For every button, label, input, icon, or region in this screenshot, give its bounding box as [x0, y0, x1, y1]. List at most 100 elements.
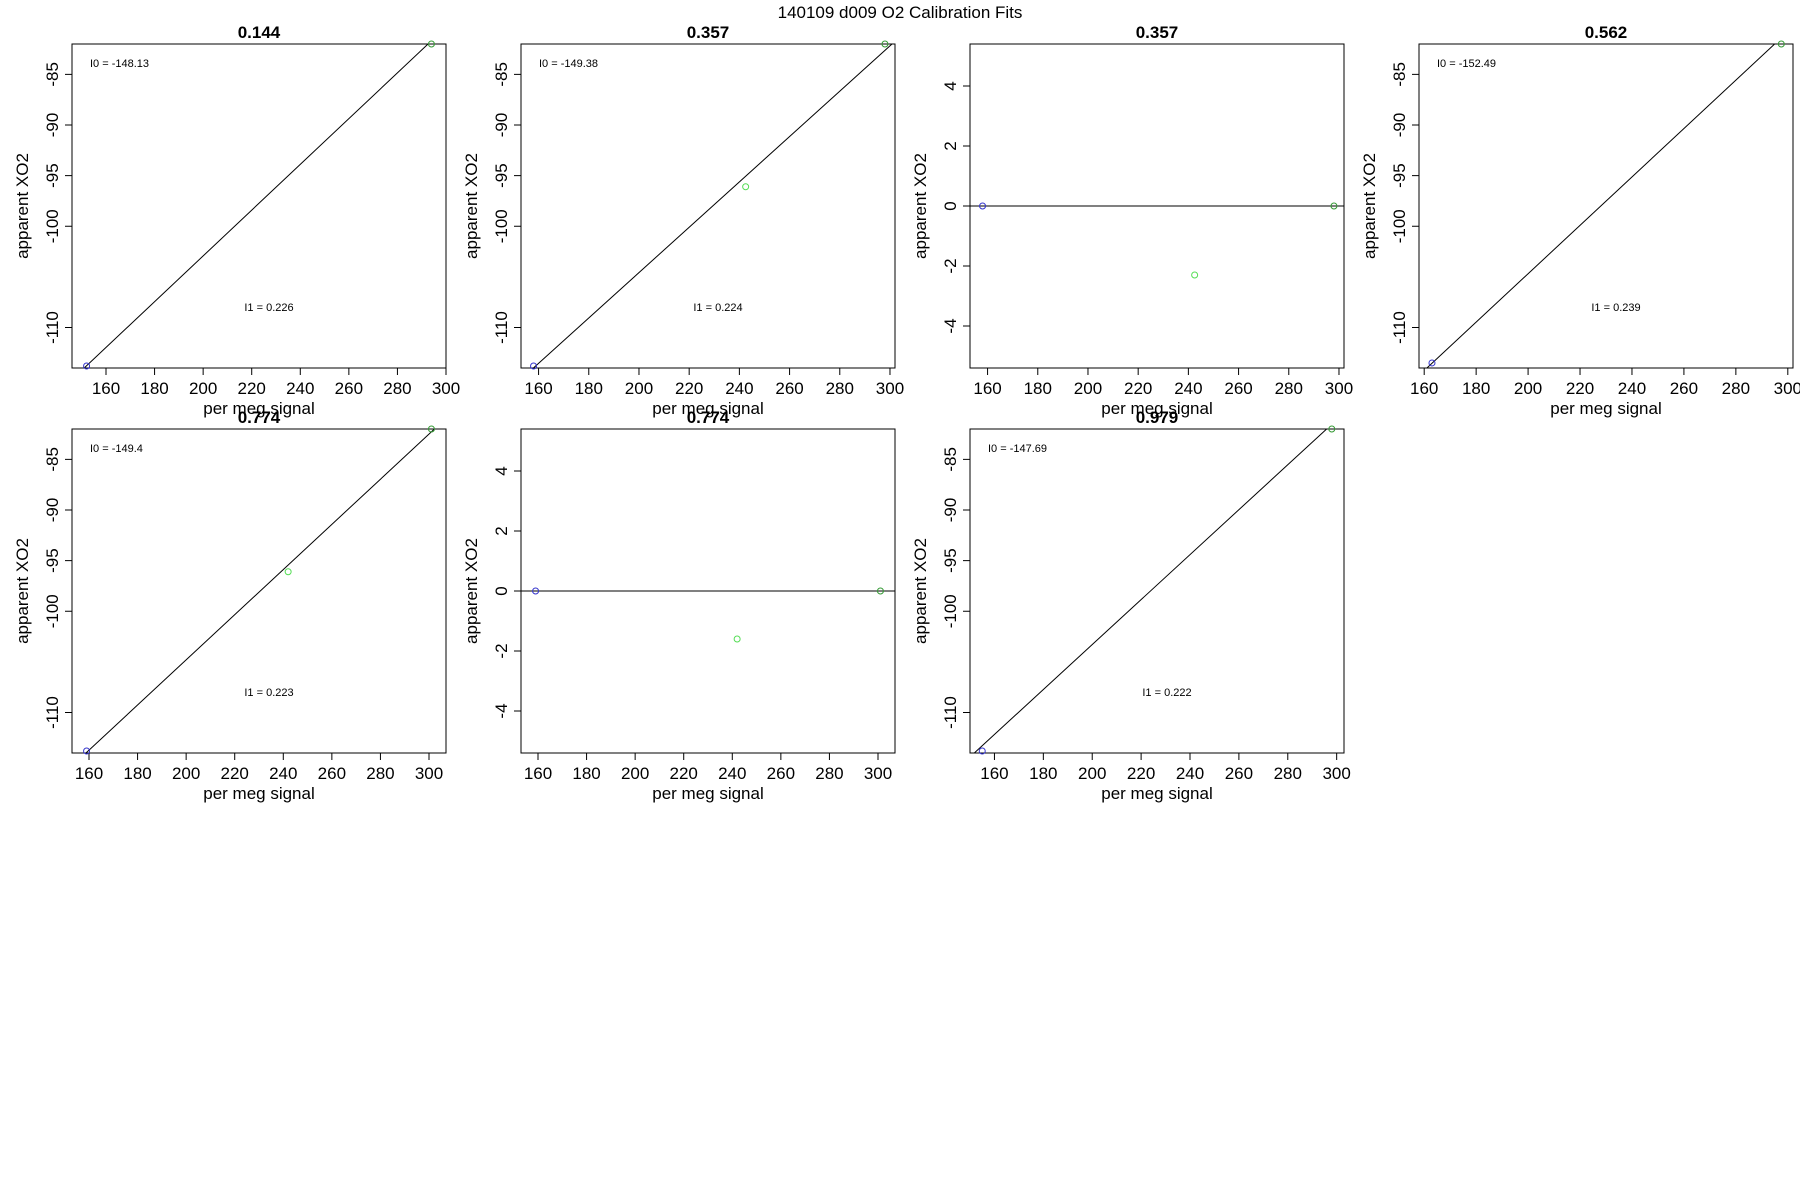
x-tick-label: 160	[524, 379, 552, 398]
x-axis-label: per meg signal	[1550, 399, 1662, 418]
x-tick-label: 180	[572, 764, 600, 783]
data-point	[1191, 271, 1199, 279]
x-axis-label: per meg signal	[1101, 399, 1213, 418]
intercept-annotation: I0 = -149.4	[90, 443, 143, 455]
y-tick-label: -90	[1390, 113, 1409, 138]
x-tick-label: 240	[725, 379, 753, 398]
x-tick-label: 240	[269, 764, 297, 783]
fit-line	[973, 429, 1328, 753]
data-point	[733, 635, 741, 643]
x-tick-label: 220	[1127, 764, 1155, 783]
y-tick-label: -85	[492, 62, 511, 87]
x-tick-label: 220	[221, 764, 249, 783]
y-axis-label: apparent XO2	[1360, 153, 1379, 259]
data-point	[979, 202, 987, 210]
y-tick-label: -110	[492, 311, 511, 344]
panel-title: 0.562	[1585, 23, 1628, 42]
fit-line	[85, 429, 436, 753]
x-tick-label: 280	[366, 764, 394, 783]
panel-6: 0.774 160 180 200 220 240 260 280 300 4 2 0 -2 -4 per …	[462, 408, 896, 803]
x-tick-label: 180	[140, 379, 168, 398]
x-tick-label: 220	[1566, 379, 1594, 398]
x-tick-label: 220	[675, 379, 703, 398]
y-tick-label: -4	[492, 703, 511, 718]
panel-title: 0.979	[1136, 408, 1179, 427]
y-tick-label: -100	[43, 594, 62, 628]
x-tick-label: 300	[876, 379, 904, 398]
fit-line	[532, 44, 893, 368]
x-tick-label: 160	[973, 379, 1001, 398]
y-axis-label: apparent XO2	[13, 153, 32, 259]
x-tick-label: 200	[1078, 764, 1106, 783]
intercept-annotation: I0 = -149.38	[539, 58, 598, 70]
plot-frame	[520, 43, 896, 369]
slope-annotation: I1 = 0.226	[244, 302, 293, 314]
x-tick-label: 280	[826, 379, 854, 398]
x-tick-label: 180	[1024, 379, 1052, 398]
x-tick-label: 220	[238, 379, 266, 398]
x-tick-label: 220	[1124, 379, 1152, 398]
x-tick-label: 260	[318, 764, 346, 783]
y-tick-label: -95	[941, 548, 960, 573]
x-tick-label: 160	[92, 379, 120, 398]
y-tick-label: 0	[492, 586, 511, 595]
y-tick-label: -110	[941, 696, 960, 729]
x-tick-label: 300	[1322, 764, 1350, 783]
y-tick-label: -90	[492, 113, 511, 138]
y-axis-label: apparent XO2	[911, 538, 930, 644]
x-tick-label: 160	[980, 764, 1008, 783]
plot-frame	[71, 428, 447, 754]
slope-annotation: I1 = 0.223	[244, 687, 293, 699]
y-tick-label: 4	[492, 466, 511, 475]
y-tick-label: 2	[941, 141, 960, 150]
y-tick-label: -90	[43, 113, 62, 138]
data-point	[83, 747, 91, 755]
x-tick-label: 180	[123, 764, 151, 783]
data-point	[881, 40, 889, 48]
x-tick-label: 260	[1225, 764, 1253, 783]
x-tick-label: 200	[625, 379, 653, 398]
x-axis-label: per meg signal	[652, 399, 764, 418]
y-tick-label: -100	[43, 209, 62, 243]
x-tick-label: 300	[1325, 379, 1353, 398]
x-tick-label: 260	[775, 379, 803, 398]
x-tick-label: 240	[286, 379, 314, 398]
x-tick-label: 180	[575, 379, 603, 398]
x-tick-label: 200	[621, 764, 649, 783]
y-tick-label: -95	[43, 163, 62, 188]
panel-7: 0.979 160 180 200 220 240 260 280 300 -85 -90 -95 -1…	[911, 408, 1351, 803]
x-tick-label: 200	[189, 379, 217, 398]
y-tick-label: -110	[43, 311, 62, 344]
data-point	[978, 747, 986, 755]
x-axis-label: per meg signal	[1101, 784, 1213, 803]
intercept-annotation: I0 = -152.49	[1437, 58, 1496, 70]
y-tick-label: -95	[43, 548, 62, 573]
x-tick-label: 300	[415, 764, 443, 783]
panel-title: 0.357	[687, 23, 730, 42]
x-tick-label: 300	[864, 764, 892, 783]
x-tick-label: 260	[1224, 379, 1252, 398]
x-axis-label: per meg signal	[203, 399, 315, 418]
x-tick-label: 180	[1029, 764, 1057, 783]
x-tick-label: 240	[718, 764, 746, 783]
y-tick-label: -100	[941, 594, 960, 628]
x-tick-label: 160	[524, 764, 552, 783]
x-tick-label: 240	[1618, 379, 1646, 398]
slope-annotation: I1 = 0.239	[1591, 302, 1640, 314]
y-tick-label: -85	[43, 62, 62, 87]
y-tick-label: -90	[43, 498, 62, 523]
data-point	[284, 568, 292, 576]
data-point	[427, 40, 435, 48]
y-tick-label: -2	[941, 258, 960, 273]
panel-title: 0.774	[687, 408, 730, 427]
y-tick-label: -4	[941, 318, 960, 333]
y-tick-label: -85	[43, 447, 62, 472]
x-tick-label: 280	[1275, 379, 1303, 398]
fit-line	[83, 44, 429, 368]
y-tick-label: -100	[492, 209, 511, 243]
x-tick-label: 280	[1274, 764, 1302, 783]
panel-2: 0.357 160 180 200 220 240 260 280 300 -85 -90 -95 -1…	[462, 23, 904, 418]
data-point	[1777, 40, 1785, 48]
intercept-annotation: I0 = -147.69	[988, 443, 1047, 455]
panel-5: 0.774 160 180 200 220 240 260 280 300 -85 -90 -95 -1…	[13, 408, 447, 803]
